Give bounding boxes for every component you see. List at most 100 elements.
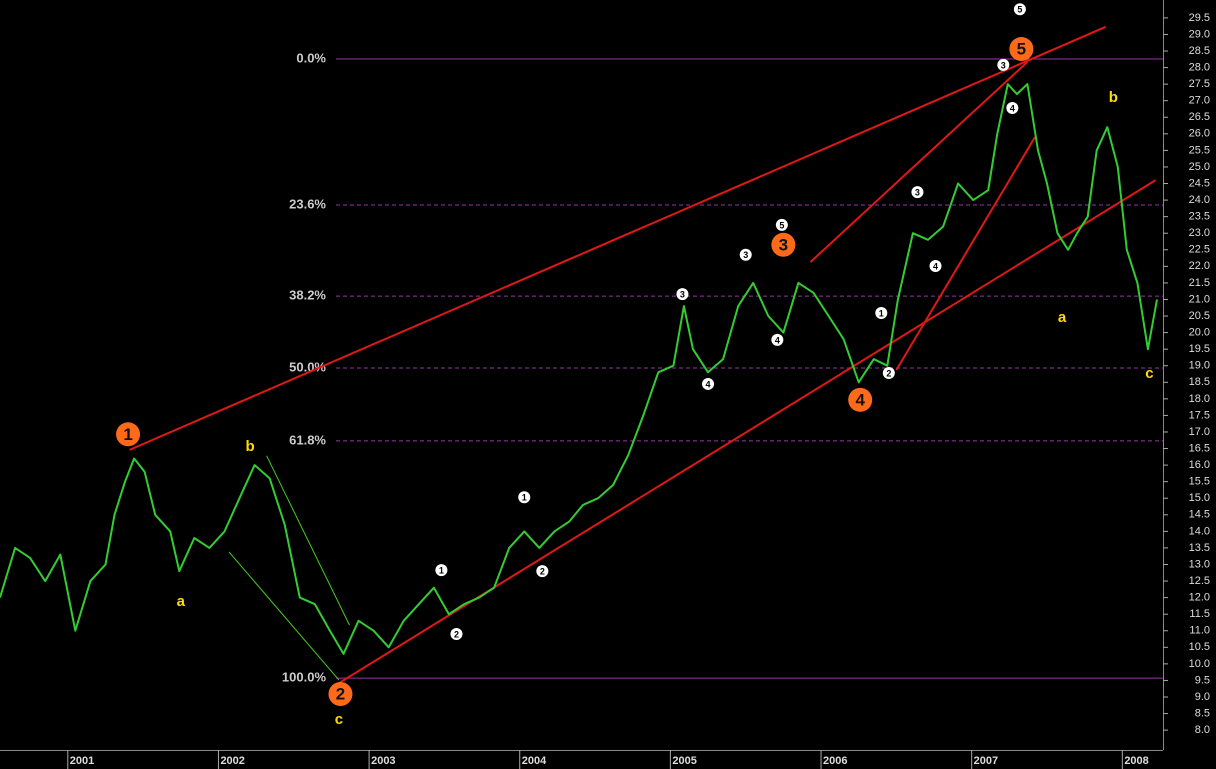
trend-line [809,61,1029,263]
y-tick-label: 15.0 [1189,492,1210,504]
wave-label: b [1109,89,1118,106]
trend-line [129,25,1107,451]
y-tick-label: 24.0 [1189,194,1210,206]
wave-marker [911,186,924,199]
trend-line [266,455,350,626]
y-tick-label: 23.5 [1189,211,1210,223]
y-tick-label: 9.0 [1195,691,1210,703]
wave-label: 3 [743,250,748,260]
y-tick-label: 17.0 [1189,426,1210,438]
wave-marker [450,628,463,641]
x-tick-label: 2002 [220,755,244,767]
y-tick-label: 17.5 [1189,409,1210,421]
wave-label: 1 [123,425,132,444]
wave-label: 2 [336,684,345,703]
wave-label: 2 [454,629,459,639]
wave-label: 4 [933,261,938,271]
fib-label: 0.0% [296,50,326,65]
y-tick-label: 20.0 [1189,327,1210,339]
wave-marker [771,232,796,257]
y-tick-label: 8.5 [1195,707,1210,719]
x-tick-label: 2008 [1124,755,1148,767]
wave-label: 3 [779,235,788,254]
wave-marker [536,565,549,578]
wave-label: 5 [1017,40,1026,59]
y-tick-label: 22.0 [1189,260,1210,272]
wave-label: 4 [1010,103,1015,113]
wave-label: 2 [540,566,545,576]
y-tick-label: 27.0 [1189,95,1210,107]
wave-marker [929,260,942,273]
wave-label: a [177,593,186,610]
wave-marker [882,367,895,380]
wave-marker [116,422,141,447]
wave-label: c [1145,365,1153,382]
wave-marker [676,288,689,301]
y-tick-label: 18.0 [1189,393,1210,405]
wave-label: 1 [439,565,444,575]
x-tick-label: 2005 [672,755,696,767]
y-tick-label: 21.5 [1189,277,1210,289]
wave-marker [771,333,784,346]
wave-label: 3 [680,290,685,300]
wave-label: 2 [886,368,891,378]
wave-marker [702,377,715,390]
wave-marker [328,682,353,707]
fib-label: 61.8% [289,432,326,447]
y-tick-label: 14.0 [1189,525,1210,537]
wave-label: 5 [779,220,784,230]
y-tick-label: 19.0 [1189,360,1210,372]
wave-label: 4 [775,335,780,345]
wave-label: 5 [1017,5,1022,15]
wave-marker [435,564,448,577]
wave-label: 3 [1001,60,1006,70]
y-tick-label: 20.5 [1189,310,1210,322]
wave-label: 1 [879,308,884,318]
y-tick-label: 9.5 [1195,674,1210,686]
y-tick-label: 22.5 [1189,244,1210,256]
y-tick-label: 27.5 [1189,78,1210,90]
y-tick-label: 14.5 [1189,509,1210,521]
x-tick-label: 2007 [974,755,998,767]
wave-label: 4 [706,379,711,389]
y-tick-label: 12.5 [1189,575,1210,587]
wave-label: 4 [855,390,865,409]
x-tick-label: 2004 [522,755,547,767]
y-tick-label: 19.5 [1189,343,1210,355]
y-tick-label: 16.0 [1189,459,1210,471]
wave-marker [775,218,788,231]
fib-label: 23.6% [289,196,326,211]
y-tick-label: 18.5 [1189,376,1210,388]
y-tick-label: 8.0 [1195,724,1210,736]
wave-marker [875,307,888,320]
y-tick-label: 13.0 [1189,558,1210,570]
y-tick-label: 25.5 [1189,144,1210,156]
fib-label: 100.0% [282,670,327,685]
y-tick-label: 29.0 [1189,28,1210,40]
y-tick-label: 21.0 [1189,293,1210,305]
fib-label: 38.2% [289,288,326,303]
wave-marker [1013,3,1026,16]
y-tick-label: 11.5 [1189,608,1210,620]
y-tick-label: 13.5 [1189,542,1210,554]
y-tick-label: 11.0 [1189,625,1210,637]
wave-marker [518,491,531,504]
wave-marker [739,248,752,261]
wave-label: c [335,711,343,728]
y-tick-label: 16.5 [1189,442,1210,454]
y-tick-label: 24.5 [1189,177,1210,189]
trend-line [895,136,1036,371]
price-line [0,83,1158,655]
wave-marker [848,387,873,412]
trend-line [228,551,340,681]
x-tick-label: 2003 [371,755,395,767]
y-tick-label: 15.5 [1189,476,1210,488]
y-tick-label: 25.0 [1189,161,1210,173]
wave-label: 1 [522,493,527,503]
wave-label: a [1058,309,1067,326]
fib-label: 50.0% [289,359,326,374]
x-tick-label: 2001 [70,755,94,767]
wave-marker [1006,101,1019,114]
